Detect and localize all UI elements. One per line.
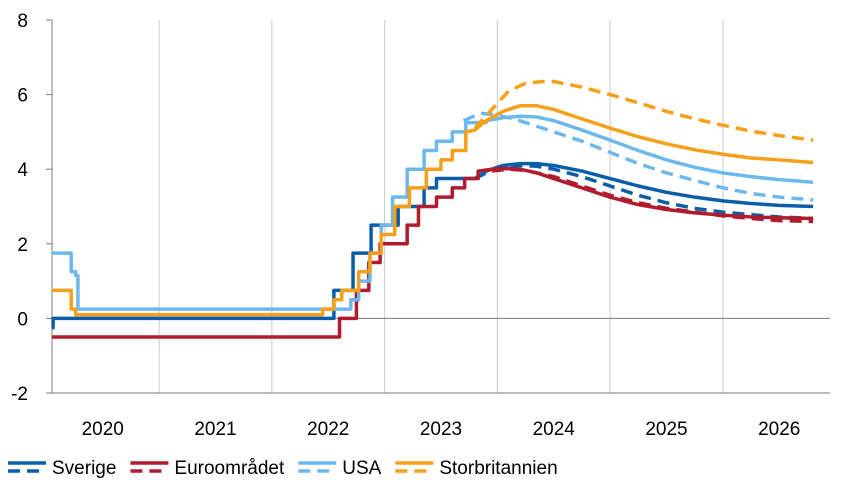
series-lines: [51, 79, 814, 339]
y-tick-labels: -2 0 2 4 6 8: [11, 11, 28, 405]
y-tick-label: -2: [11, 384, 28, 405]
series-line-sverige-dashed: [474, 163, 814, 221]
x-tick-label: 2022: [307, 419, 349, 440]
legend-label-usa: USA: [342, 458, 381, 479]
x-tick-label: 2023: [420, 419, 462, 440]
series-line-usa-dashed: [462, 111, 814, 202]
legend: Sverige Euroområdet USA Storbritannien: [8, 458, 558, 479]
gridlines: [158, 20, 724, 393]
y-tick-label: 0: [17, 309, 28, 330]
series-line-sverige-solid: [51, 161, 814, 330]
x-tick-label: 2021: [194, 419, 236, 440]
x-tick-labels: 2020 2021 2022 2023 2024 2025 2026: [82, 419, 801, 440]
x-tick-label: 2026: [758, 419, 800, 440]
y-tick-label: 4: [17, 160, 28, 181]
y-tick-label: 2: [17, 235, 28, 256]
y-tick-label: 6: [17, 86, 28, 107]
series-line-euroomr-det-solid: [52, 166, 814, 339]
x-tick-label: 2024: [533, 419, 576, 440]
legend-label-euroomr-det: Euroområdet: [174, 458, 285, 479]
legend-label-storbritannien: Storbritannien: [439, 458, 557, 479]
series-line-storbritannien-dashed: [473, 79, 814, 142]
y-tick-label: 8: [17, 11, 28, 32]
x-tick-label: 2025: [645, 419, 687, 440]
x-tick-label: 2020: [82, 419, 124, 440]
series-line-usa-solid: [52, 114, 814, 311]
series-line-storbritannien-solid: [52, 104, 814, 317]
legend-label-sverige: Sverige: [52, 458, 116, 479]
